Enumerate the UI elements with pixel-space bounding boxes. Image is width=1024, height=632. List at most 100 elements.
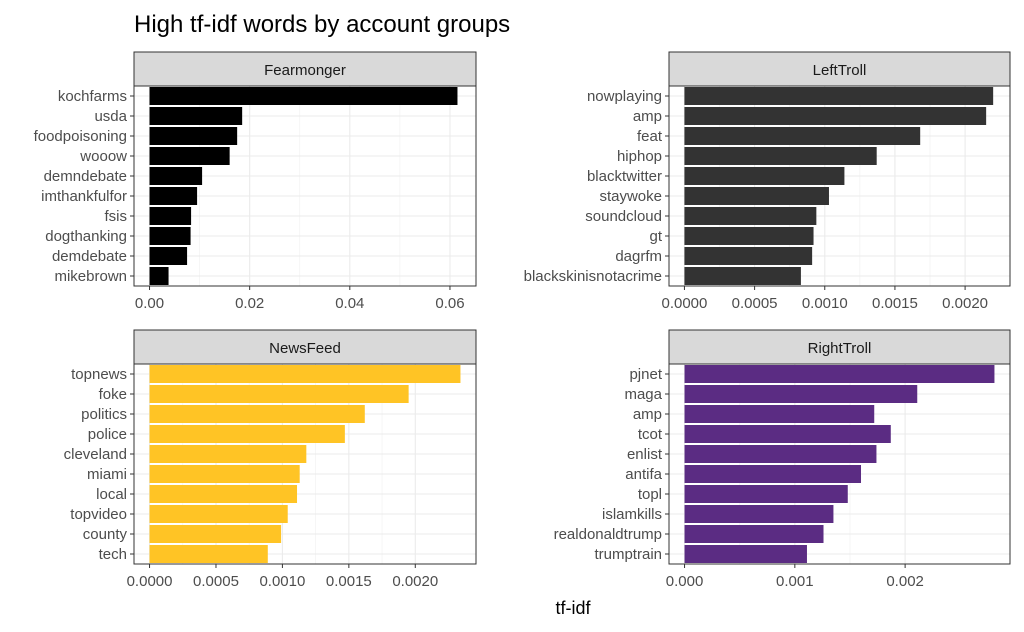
y-tick-label: maga	[624, 386, 662, 403]
bar-blackskinisnotacrime	[684, 267, 801, 285]
y-tick-label: gt	[649, 228, 662, 245]
bar-trumptrain	[684, 545, 807, 563]
bar-cleveland	[149, 445, 307, 463]
facet-strip-label: NewsFeed	[269, 340, 341, 357]
bar-blacktwitter	[684, 167, 845, 185]
bar-islamkills	[684, 505, 834, 523]
y-tick-label: blacktwitter	[587, 168, 662, 185]
y-tick-label: enlist	[627, 446, 663, 463]
y-tick-label: mikebrown	[54, 268, 127, 285]
y-tick-label: amp	[633, 406, 662, 423]
bar-county	[149, 525, 282, 543]
bar-foke	[149, 385, 409, 403]
y-tick-label: tech	[99, 546, 127, 563]
panel-border	[668, 363, 1011, 565]
x-tick-label: 0.0000	[127, 573, 173, 590]
bar-usda	[149, 107, 243, 125]
bar-tcot	[684, 425, 891, 443]
x-tick-label: 0.0005	[193, 573, 239, 590]
bar-maga	[684, 385, 918, 403]
x-tick-label: 0.0020	[942, 295, 988, 312]
bar-enlist	[684, 445, 877, 463]
y-tick-label: dagrfm	[615, 248, 662, 265]
y-tick-label: topl	[638, 486, 662, 503]
bar-amp	[684, 107, 987, 125]
bar-foodpoisoning	[149, 127, 238, 145]
facet-panel-fearmonger: Fearmonger 0.00 0.02 0.04 0.06 kochfarms usda f…	[34, 51, 477, 312]
x-axis-title: tf-idf	[555, 598, 591, 618]
bar-nowplaying	[684, 87, 994, 105]
x-tick-label: 0.0000	[661, 295, 707, 312]
y-tick-label: wooow	[79, 148, 127, 165]
x-tick-label: 0.0010	[802, 295, 848, 312]
y-tick-label: tcot	[638, 426, 663, 443]
x-tick-label: 0.00	[135, 295, 164, 312]
x-tick-label: 0.001	[776, 573, 814, 590]
panel-border	[133, 85, 477, 287]
bar-local	[149, 485, 298, 503]
facet-strip-label: RightTroll	[808, 340, 872, 357]
chart-title: High tf-idf words by account groups	[134, 11, 510, 38]
facet-panel-lefttroll: LeftTroll 0.0000 0.0005 0.0010 0.0015 0.0020 n…	[524, 51, 1011, 312]
bar-tech	[149, 545, 268, 563]
bar-wooow	[149, 147, 230, 165]
bar-realdonaldtrump	[684, 525, 824, 543]
x-tick-label: 0.0020	[392, 573, 438, 590]
y-tick-label: demndebate	[44, 168, 127, 185]
y-tick-label: demdebate	[52, 248, 127, 265]
y-tick-label: realdonaldtrump	[554, 526, 662, 543]
bar-staywoke	[684, 187, 829, 205]
x-tick-label: 0.0005	[732, 295, 778, 312]
y-tick-label: politics	[81, 406, 127, 423]
bar-dagrfm	[684, 247, 813, 265]
y-tick-label: nowplaying	[587, 88, 662, 105]
y-tick-label: hiphop	[617, 148, 662, 165]
panel-border	[133, 363, 477, 565]
x-tick-label: 0.000	[666, 573, 704, 590]
bar-imthankfulfor	[149, 187, 198, 205]
y-tick-label: amp	[633, 108, 662, 125]
bar-topl	[684, 485, 848, 503]
bar-politics	[149, 405, 365, 423]
y-tick-label: pjnet	[629, 366, 662, 383]
bar-hiphop	[684, 147, 877, 165]
y-tick-label: police	[88, 426, 127, 443]
y-tick-label: kochfarms	[58, 88, 127, 105]
bar-topnews	[149, 365, 461, 383]
panel-border	[668, 85, 1011, 287]
facet-panel-newsfeed: NewsFeed 0.0000 0.0005 0.0010 0.0015 0.0020 to…	[64, 329, 477, 590]
bar-demdebate	[149, 247, 188, 265]
x-tick-label: 0.06	[435, 295, 464, 312]
bar-fsis	[149, 207, 192, 225]
y-tick-label: antifa	[625, 466, 662, 483]
y-tick-label: blackskinisnotacrime	[524, 268, 662, 285]
y-tick-label: staywoke	[599, 188, 662, 205]
y-tick-label: topvideo	[70, 506, 127, 523]
bar-antifa	[684, 465, 862, 483]
facet-strip	[668, 51, 1011, 87]
bar-dogthanking	[149, 227, 191, 245]
bar-feat	[684, 127, 921, 145]
bar-miami	[149, 465, 300, 483]
bar-police	[149, 425, 345, 443]
facet-strip	[133, 51, 477, 87]
bar-topvideo	[149, 505, 288, 523]
y-tick-label: local	[96, 486, 127, 503]
y-tick-label: foodpoisoning	[34, 128, 127, 145]
facet-strip-label: Fearmonger	[264, 62, 346, 79]
y-tick-label: miami	[87, 466, 127, 483]
bar-amp	[684, 405, 875, 423]
x-tick-label: 0.04	[335, 295, 364, 312]
y-tick-label: county	[83, 526, 128, 543]
y-tick-label: islamkills	[602, 506, 662, 523]
bar-pjnet	[684, 365, 995, 383]
x-tick-label: 0.0015	[326, 573, 372, 590]
y-tick-label: dogthanking	[45, 228, 127, 245]
y-tick-label: feat	[637, 128, 663, 145]
y-tick-label: trumptrain	[594, 546, 662, 563]
y-tick-label: soundcloud	[585, 208, 662, 225]
y-tick-label: fsis	[105, 208, 128, 225]
y-tick-label: cleveland	[64, 446, 127, 463]
bar-demndebate	[149, 167, 203, 185]
